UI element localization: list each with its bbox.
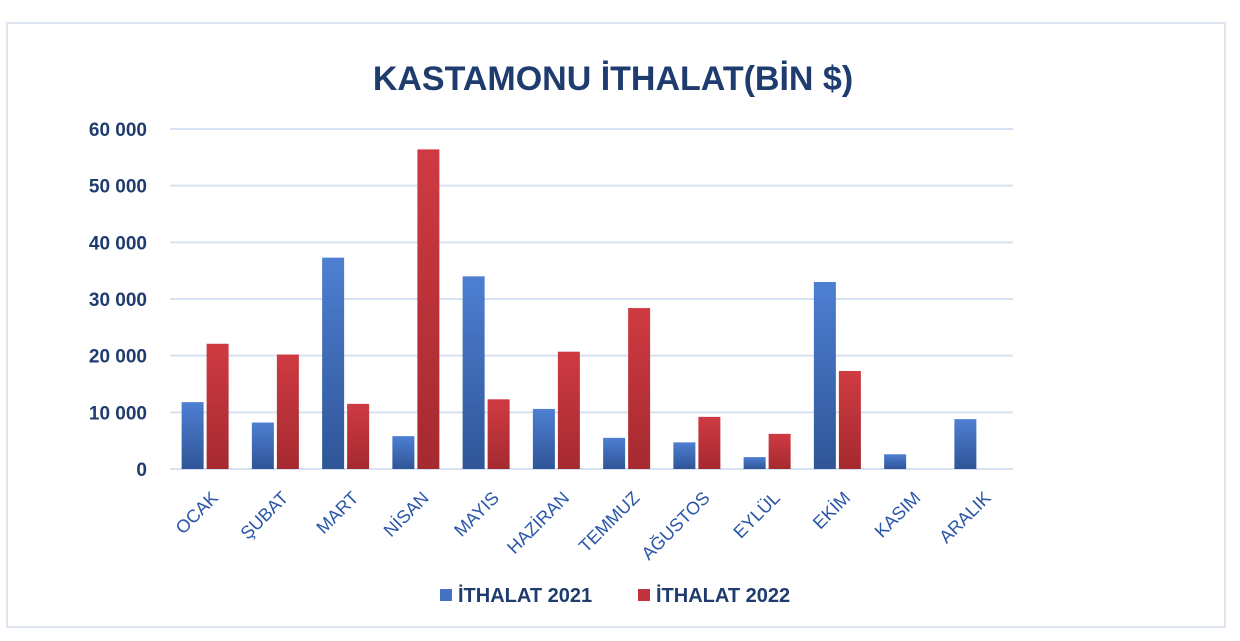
x-tick-label: OCAK [172, 488, 222, 538]
bar-2021-2 [322, 257, 345, 469]
y-tick-label: 20 000 [89, 347, 147, 368]
y-tick-label: 30 000 [89, 290, 147, 311]
bar-2021-0 [181, 402, 204, 469]
x-tick-label: MAYIS [450, 488, 503, 541]
x-tick-label: HAZİRAN [503, 488, 573, 558]
bar-2022-4 [487, 399, 510, 469]
bar-2022-8 [768, 433, 791, 469]
bar-2022-5 [557, 351, 580, 469]
bar-2022-9 [838, 370, 861, 469]
gridlines [170, 128, 1013, 470]
bar-2021-6 [603, 437, 626, 469]
legend-label: İTHALAT 2022 [656, 584, 790, 607]
legend-label: İTHALAT 2021 [458, 584, 592, 607]
y-tick-label: 10 000 [89, 403, 147, 424]
x-tick-label: AĞUSTOS [637, 487, 714, 564]
x-axis-ticks: OCAK ŞUBAT MART NİSAN MAYIS HAZİRAN TEMMUZAĞUS… [172, 487, 995, 564]
bar-2022-3 [417, 149, 440, 469]
bar-2021-9 [813, 282, 836, 469]
bar-2021-1 [251, 422, 274, 469]
bar-2022-0 [206, 343, 229, 469]
bar-2022-1 [276, 354, 299, 469]
y-tick-label: 50 000 [89, 177, 147, 198]
bar-2022-7 [698, 416, 721, 469]
x-tick-label: NİSAN [380, 488, 433, 541]
chart-title: KASTAMONU İTHALAT(BİN $) [373, 60, 853, 98]
y-tick-label: 0 [136, 460, 147, 481]
legend: İTHALAT 2021 İTHALAT 2022 [440, 584, 790, 607]
chart-frame [6, 22, 1226, 628]
bar-2021-5 [532, 408, 555, 469]
x-tick-label: KASIM [871, 488, 925, 542]
bar-2021-10 [884, 454, 907, 469]
x-tick-label: ŞUBAT [237, 488, 293, 544]
bar-2021-4 [462, 276, 485, 469]
bar-2021-3 [392, 436, 415, 469]
bar-2021-11 [954, 419, 977, 469]
y-tick-label: 40 000 [89, 233, 147, 254]
bars [181, 149, 977, 469]
bar-2022-6 [628, 308, 651, 469]
legend-swatch [638, 589, 650, 601]
x-tick-label: TEMMUZ [575, 488, 644, 557]
bar-2022-2 [347, 403, 370, 469]
legend-swatch [440, 589, 452, 601]
bar-2021-8 [743, 457, 766, 469]
x-tick-label: EYLÜL [729, 488, 783, 542]
y-axis-ticks: 0 10 000 20 000 30 000 40 000 50 000 60 000 [89, 120, 147, 481]
x-tick-label: MART [312, 488, 362, 538]
bar-2021-7 [673, 442, 696, 469]
x-tick-label: EKİM [809, 488, 854, 533]
x-tick-label: ARALIK [935, 488, 994, 547]
y-tick-label: 60 000 [89, 120, 147, 141]
